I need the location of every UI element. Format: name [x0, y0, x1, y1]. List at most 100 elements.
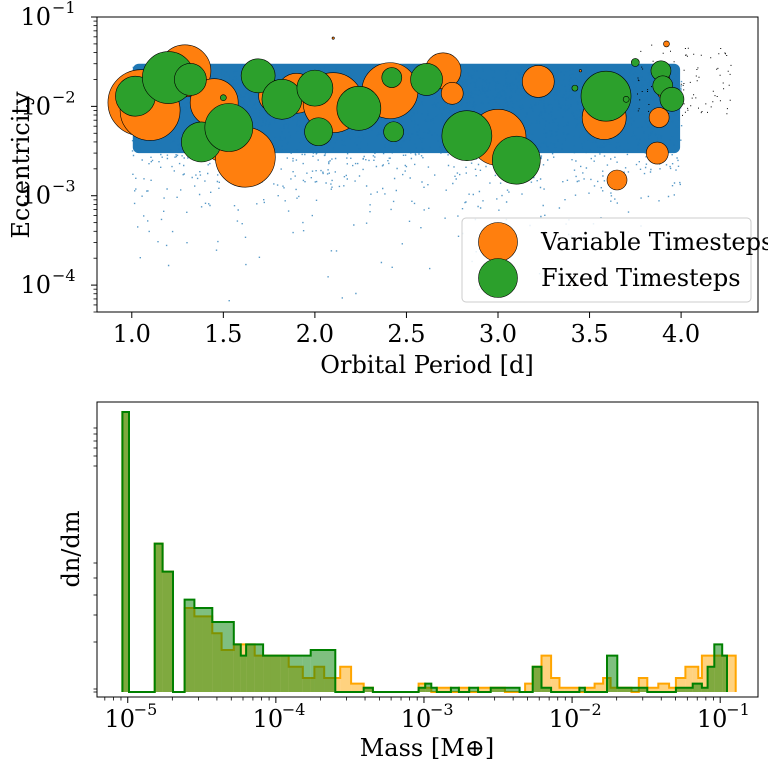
hist-bar	[122, 412, 130, 692]
scatter-series-layer	[107, 36, 685, 191]
hist-bar	[351, 683, 364, 692]
hist-bar	[692, 666, 699, 692]
legend-box	[461, 217, 752, 303]
hist-bar	[617, 687, 632, 692]
hist-bar	[606, 655, 618, 692]
hist-bar	[194, 608, 203, 692]
hist-bar	[425, 683, 432, 692]
hist-bar	[254, 644, 264, 692]
scatter-point	[204, 103, 254, 152]
hist-bar	[436, 687, 451, 692]
hist-bar	[707, 666, 715, 692]
hist-bar	[431, 687, 437, 692]
scatter-point	[571, 84, 579, 92]
scatter-point	[296, 69, 334, 107]
scatter-point	[440, 82, 464, 105]
histogram-axes-frame	[96, 401, 759, 698]
hist-bar	[302, 655, 311, 692]
hist-bar	[579, 687, 585, 692]
hist-bar	[532, 666, 542, 692]
histogram-x-axis-label: Mass [M⊕]	[360, 734, 495, 762]
scatter-y-ticks: 10−110−210−310−4	[20, 0, 97, 313]
hist-bar	[571, 687, 580, 692]
histogram-y-minor-ticks	[93, 427, 97, 693]
hist-bar	[310, 650, 336, 692]
x-tick-label: 10	[697, 705, 728, 733]
x-tick-exponent: −3	[430, 700, 454, 719]
hist-bar	[722, 655, 728, 692]
scatter-point	[410, 63, 443, 96]
hist-bar	[240, 655, 247, 692]
scatter-x-ticks: 1.0 1.5 2.0 2.5 3.0 3.5 4.0	[113, 312, 700, 348]
x-tick-exponent: −5	[134, 700, 158, 719]
hist-bar	[184, 599, 195, 692]
hist-bar	[263, 655, 271, 692]
hist-bar	[692, 683, 702, 692]
scatter-point	[648, 107, 670, 128]
x-tick-label: 10	[549, 705, 580, 733]
hist-bar	[288, 655, 303, 692]
scatter-axes-frame	[96, 16, 759, 313]
scatter-point	[174, 63, 207, 96]
scatter-point	[492, 135, 541, 185]
x-tick-label: 4.0	[662, 320, 700, 348]
hist-bar	[233, 644, 241, 692]
hist-bar	[541, 687, 552, 692]
hist-bar	[669, 687, 676, 692]
hist-bar	[727, 655, 736, 692]
cloud-scatter-points	[131, 66, 683, 302]
hist-bar	[685, 666, 693, 692]
hist-bar	[246, 644, 255, 692]
hist-bar	[450, 687, 459, 692]
scatter-point	[240, 58, 276, 94]
scatter-x-axis-label: Orbital Period [d]	[320, 351, 533, 379]
scatter-point	[659, 86, 685, 112]
legend-label-variable: Variable Timesteps	[540, 228, 768, 256]
hist-bar	[504, 687, 520, 692]
hist-bar	[478, 687, 491, 692]
hist-bar	[638, 678, 648, 692]
scatter-y-axis-label: Eccentricity	[7, 91, 35, 239]
scatter-point	[383, 121, 404, 143]
hist-bar	[701, 655, 708, 692]
hist-bar	[490, 687, 505, 692]
x-tick-label: 1.0	[113, 320, 151, 348]
hist-bar	[675, 678, 686, 692]
legend-label-fixed: Fixed Timesteps	[541, 264, 741, 292]
histogram-panel: 10−5 10−4 10−3 10−2 10−1 Mass [M⊕] dn/dm	[57, 401, 759, 762]
histogram-y-axis-label: dn/dm	[57, 510, 85, 587]
scatter-point	[304, 117, 333, 147]
hist-bar	[418, 687, 426, 692]
hist-outline	[121, 411, 728, 693]
hist-bar	[469, 687, 479, 692]
scatter-panel: 1.0 1.5 2.0 2.5 3.0 3.5 4.0 10−110−210−310−4 O…	[7, 0, 768, 379]
scatter-point	[441, 110, 493, 161]
y-tick-exponent: −3	[52, 177, 76, 196]
scatter-point	[331, 36, 335, 40]
hist-bar	[551, 678, 560, 692]
scatter-point	[261, 78, 303, 120]
hist-bar	[594, 683, 604, 692]
histogram-x-ticks: 10−5 10−4 10−3 10−2 10−1	[104, 697, 750, 733]
hist-bar	[212, 622, 234, 692]
histogram-series-layer	[121, 411, 737, 693]
scatter-plot-area	[107, 36, 732, 302]
x-tick-label: 3.5	[570, 320, 608, 348]
legend-marker-fixed	[478, 258, 518, 298]
y-tick-exponent: −1	[52, 0, 76, 17]
y-tick-label: 10	[20, 3, 51, 31]
hist-bar	[458, 687, 470, 692]
series-fixed-timesteps	[115, 51, 685, 185]
scatter-point	[622, 95, 630, 103]
x-tick-label: 2.5	[387, 320, 425, 348]
hist-bar	[647, 687, 659, 692]
hist-bar	[584, 687, 595, 692]
scatter-point	[381, 67, 403, 88]
x-tick-label: 3.0	[479, 320, 517, 348]
x-tick-label: 10	[104, 705, 135, 733]
hist-bar	[658, 683, 670, 692]
scatter-point	[606, 169, 628, 191]
x-tick-exponent: −4	[282, 700, 306, 719]
scatter-point	[521, 65, 555, 98]
